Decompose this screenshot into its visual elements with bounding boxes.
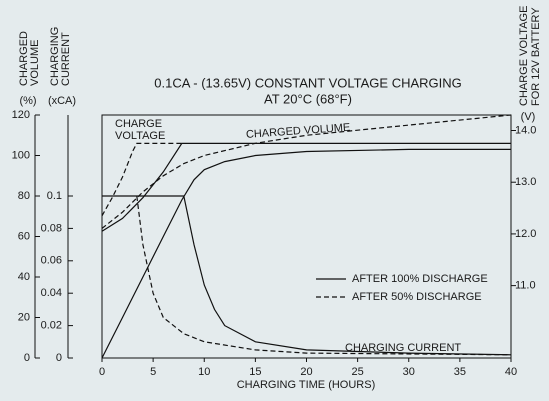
y-tick-label: 20	[18, 311, 30, 323]
y2-tick-label: 13.0	[515, 176, 536, 188]
series-line	[136, 195, 512, 356]
y3-tick-label: 0.1	[47, 190, 62, 202]
y-tick-label: 80	[18, 190, 30, 202]
annotation: VOLTAGE	[115, 130, 165, 142]
y2-tick-label: 14.0	[515, 124, 536, 136]
x-tick-label: 15	[249, 366, 261, 378]
y-tick-label: 60	[18, 230, 30, 242]
x-tick-label: 20	[300, 366, 312, 378]
y-axis-unit: (%)	[19, 95, 36, 107]
y-tick-label: 120	[12, 109, 30, 121]
x-tick-label: 5	[150, 366, 156, 378]
legend-label: AFTER 50% DISCHARGE	[352, 291, 482, 303]
y2-axis-label: CHARGE VOLTAGE	[518, 6, 530, 106]
series-line	[101, 114, 512, 229]
y3-tick-label: 0.04	[41, 287, 62, 299]
x-tick-label: 0	[99, 366, 105, 378]
x-tick-label: 40	[505, 366, 517, 378]
annotation: CHARGING CURRENT	[345, 342, 461, 354]
y-tick-label: 0	[24, 352, 30, 364]
y3-tick-label: 0	[56, 352, 62, 364]
series-line	[102, 195, 512, 356]
y3-axis-unit: (xCA)	[48, 95, 76, 107]
y2-axis-unit: (V)	[521, 111, 536, 123]
series-line	[101, 142, 511, 232]
y2-tick-label: 11.0	[515, 280, 536, 292]
chart-title: 0.1CA - (13.65V) CONSTANT VOLTAGE CHARGI…	[154, 75, 462, 90]
x-tick-label: 30	[403, 366, 415, 378]
x-tick-label: 25	[352, 366, 364, 378]
legend-label: AFTER 100% DISCHARGE	[352, 273, 488, 285]
series-line	[101, 148, 511, 359]
y3-tick-label: 0.06	[41, 255, 62, 267]
y3-tick-label: 0.02	[41, 320, 62, 332]
x-axis-label: CHARGING TIME (HOURS)	[237, 379, 376, 391]
y2-tick-label: 12.0	[515, 228, 536, 240]
chart-subtitle: AT 20°C (68°F)	[264, 91, 352, 106]
series-line	[101, 142, 184, 217]
y3-tick-label: 0.08	[41, 222, 62, 234]
y3-axis-label: CURRENT	[60, 32, 72, 86]
y2-axis-label: FOR 12V BATTERY	[530, 7, 542, 106]
x-tick-label: 35	[454, 366, 466, 378]
plot-frame	[101, 114, 512, 358]
y-tick-label: 40	[18, 271, 30, 283]
x-tick-label: 10	[198, 366, 210, 378]
y-axis-label: VOLUME	[29, 40, 41, 86]
annotation: CHARGE	[115, 118, 162, 130]
y3-axis-label: CHARGING	[49, 27, 61, 86]
y-tick-label: 100	[12, 149, 30, 161]
y-axis-label: CHARGED	[18, 31, 30, 86]
